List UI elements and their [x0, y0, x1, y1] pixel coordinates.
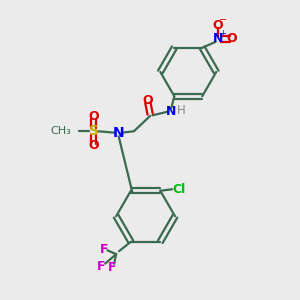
Text: O: O	[213, 19, 223, 32]
Text: F: F	[107, 261, 116, 274]
Text: S: S	[88, 124, 99, 138]
Text: CH₃: CH₃	[51, 126, 71, 136]
Text: −: −	[219, 15, 227, 26]
Text: N: N	[166, 105, 176, 118]
Text: N: N	[213, 32, 223, 45]
Text: O: O	[142, 94, 153, 107]
Text: N: N	[113, 126, 124, 140]
Text: O: O	[88, 140, 99, 152]
Text: F: F	[97, 260, 105, 273]
Text: H: H	[176, 103, 185, 116]
Text: O: O	[88, 110, 99, 123]
Text: O: O	[226, 32, 237, 45]
Text: +: +	[219, 29, 226, 38]
Text: Cl: Cl	[173, 183, 186, 196]
Text: F: F	[100, 243, 108, 256]
